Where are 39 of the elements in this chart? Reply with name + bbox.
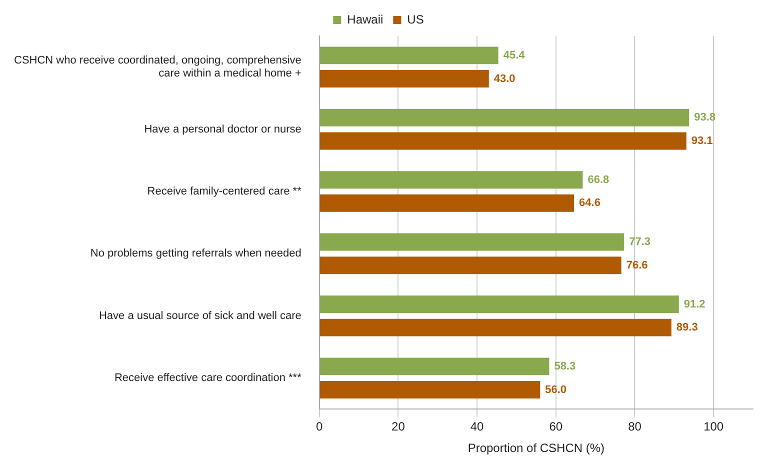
bar [320, 318, 672, 336]
x-tick-label: 20 [392, 420, 406, 434]
x-tick-label: 100 [704, 420, 724, 434]
data-label: 76.6 [626, 259, 648, 272]
bar [320, 233, 624, 251]
legend-label: US [407, 12, 424, 26]
data-label: 66.8 [588, 174, 610, 186]
bar [320, 358, 550, 376]
bar [320, 194, 574, 212]
y-tick-label: Have a usual source of sick and well care [98, 310, 302, 322]
data-label: 91.2 [684, 298, 706, 310]
bar [320, 108, 690, 126]
data-label: 89.3 [676, 322, 698, 334]
x-axis-title: Proportion of CSHCN (%) [468, 441, 605, 456]
y-tick-label: No problems getting referrals when needed [90, 248, 302, 260]
x-tick-label: 60 [549, 420, 563, 434]
data-label: 56.0 [545, 384, 567, 396]
bar [320, 381, 540, 399]
y-tick-label: CSHCN who receive coordinated, ongoing, comprehensive care within a medical home + [14, 54, 302, 80]
data-label: 43.0 [494, 72, 516, 85]
y-tick-label: Receive effective care coordination *** [114, 372, 302, 384]
legend-label: Hawaii [347, 12, 384, 26]
bar [320, 132, 686, 150]
data-label: 58.3 [554, 360, 576, 372]
data-label: 77.3 [629, 236, 651, 248]
x-tick-label: 80 [628, 420, 642, 434]
y-tick-label: Receive family-centered care ** [147, 186, 302, 198]
data-label: 45.4 [503, 49, 526, 62]
x-tick-label: 40 [470, 420, 484, 434]
data-label: 64.6 [579, 197, 600, 210]
bar [320, 256, 622, 274]
bar [320, 171, 583, 189]
bar [320, 70, 489, 88]
bar [320, 46, 498, 64]
data-label: 93.8 [694, 112, 716, 124]
bar [320, 295, 679, 313]
y-tick-label: Have a personal doctor or nurse [144, 123, 302, 136]
x-tick-label: 0 [316, 420, 324, 434]
data-label: 93.1 [691, 134, 713, 147]
